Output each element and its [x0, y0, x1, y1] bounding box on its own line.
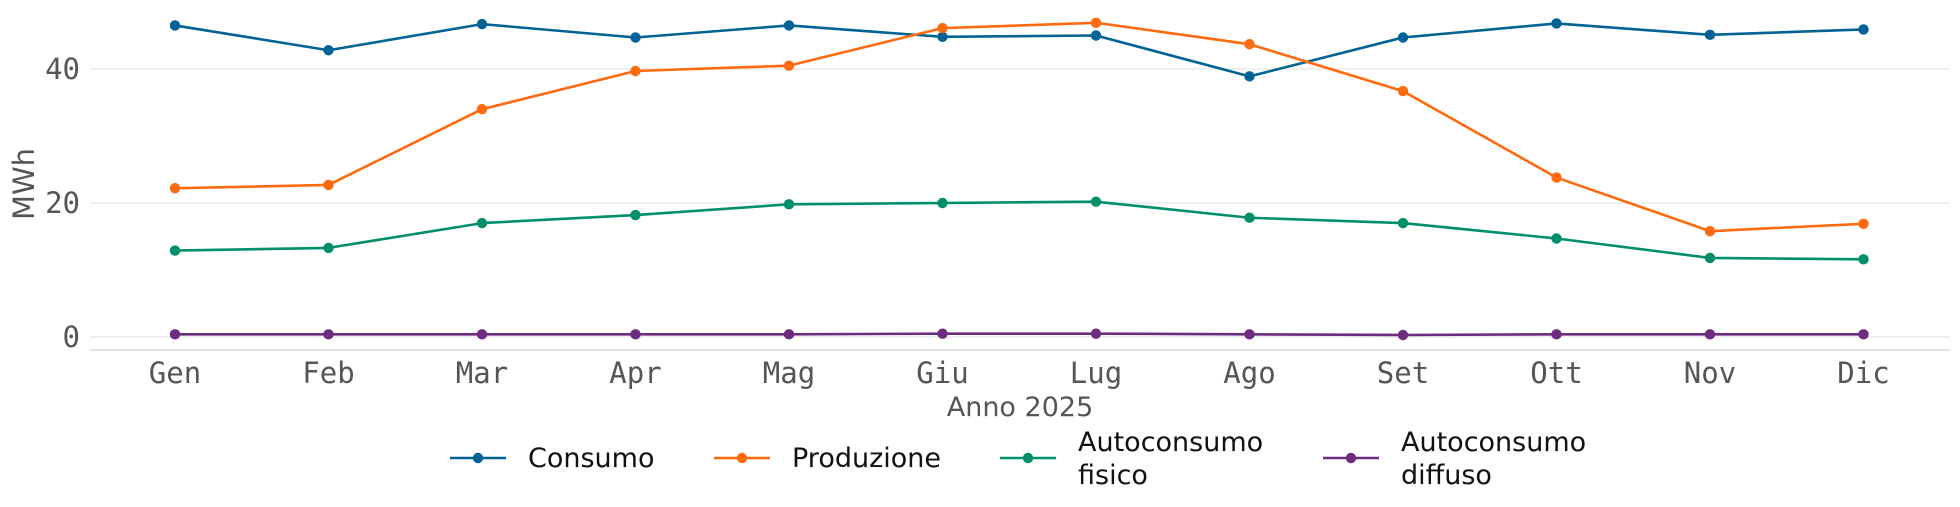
data-point: [937, 22, 948, 34]
data-point: [323, 242, 334, 254]
data-point: [1397, 32, 1409, 43]
data-point: [1090, 328, 1102, 339]
data-point: [1704, 29, 1716, 41]
x-tick-label: Ott: [1530, 356, 1582, 390]
data-point: [1244, 71, 1255, 82]
data-point: [1858, 254, 1869, 265]
data-point: [1551, 233, 1562, 244]
data-point: [476, 217, 488, 229]
x-axis-label: Anno 2025: [947, 392, 1094, 423]
data-point: [323, 329, 334, 340]
x-tick-label: Mar: [456, 356, 508, 390]
legend-label: diffuso: [1401, 460, 1492, 491]
data-point: [1551, 18, 1562, 29]
legend-label: fisico: [1078, 460, 1148, 491]
data-point: [169, 20, 181, 31]
data-point: [169, 329, 181, 340]
data-point: [169, 245, 181, 256]
x-tick-label: Mag: [763, 356, 815, 390]
x-tick-label: Giu: [916, 356, 968, 390]
legend-item: Produzione: [714, 443, 941, 474]
legend-swatch-marker: [736, 452, 748, 464]
data-point: [630, 209, 641, 221]
x-tick-label: Apr: [609, 356, 661, 390]
data-point: [783, 60, 795, 71]
legend-swatch-marker: [472, 452, 484, 464]
data-point: [937, 328, 948, 339]
data-point: [1704, 252, 1716, 264]
data-point: [937, 31, 948, 43]
data-point: [1858, 24, 1869, 35]
data-point: [937, 197, 948, 209]
data-point: [1244, 212, 1255, 223]
data-point: [1551, 172, 1562, 183]
data-point: [1397, 85, 1409, 97]
legend-swatch-marker: [1345, 452, 1357, 464]
series-1: [169, 18, 1869, 82]
series-2: [169, 17, 1869, 237]
data-point: [476, 18, 488, 30]
legend-label: Autoconsumo: [1078, 427, 1263, 458]
legend-label: Consumo: [528, 443, 654, 474]
data-point: [1090, 196, 1102, 207]
data-point: [323, 45, 334, 56]
data-point: [783, 20, 795, 31]
x-tick-label: Lug: [1070, 356, 1122, 390]
data-point: [783, 199, 795, 210]
data-point: [323, 179, 334, 191]
data-point: [476, 329, 488, 340]
data-point: [630, 32, 641, 43]
legend: Consumo ProduzioneAutoconsumofisicoAutoco…: [450, 427, 1586, 491]
legend-item: Consumo: [450, 443, 654, 474]
data-point: [1090, 17, 1102, 28]
data-point: [1244, 39, 1255, 50]
data-point: [1551, 329, 1562, 340]
data-point: [1858, 329, 1869, 340]
data-point: [1704, 225, 1716, 237]
x-tick-label: Feb: [302, 356, 354, 390]
data-point: [630, 329, 641, 340]
series-3: [169, 196, 1869, 265]
data-point: [169, 183, 181, 194]
x-tick-labels: Gen Feb Mar Apr Mag Giu Lug Ago Set Ott Nov Dic: [149, 356, 1890, 390]
legend-label: Autoconsumo: [1401, 427, 1586, 458]
y-tick-label: 0: [63, 320, 80, 354]
data-point: [783, 329, 795, 340]
data-point: [1397, 217, 1409, 229]
data-point: [476, 104, 488, 115]
series-line: [174, 21, 1864, 233]
data-point: [1244, 329, 1255, 340]
y-tick-labels: 0 20 40: [45, 52, 80, 354]
legend-swatch-marker: [1022, 452, 1034, 464]
legend-label: Produzione: [792, 443, 941, 474]
series-line: [175, 332, 1864, 337]
x-tick-label: Nov: [1684, 356, 1736, 390]
data-point: [1090, 30, 1102, 41]
y-axis-label: MWh: [7, 148, 41, 220]
data-point: [1704, 329, 1716, 340]
data-point: [1858, 218, 1869, 229]
x-tick-label: Set: [1377, 356, 1429, 390]
x-tick-label: Gen: [149, 356, 201, 390]
x-tick-label: Dic: [1837, 356, 1889, 390]
series-line: [174, 22, 1864, 78]
series-line: [174, 200, 1864, 261]
series-4: [169, 328, 1869, 341]
x-tick-label: Ago: [1223, 356, 1275, 390]
data-point: [1397, 329, 1409, 341]
y-tick-label: 20: [45, 186, 80, 220]
series-layer: [169, 17, 1869, 341]
y-tick-label: 40: [45, 52, 80, 86]
data-point: [630, 65, 641, 77]
